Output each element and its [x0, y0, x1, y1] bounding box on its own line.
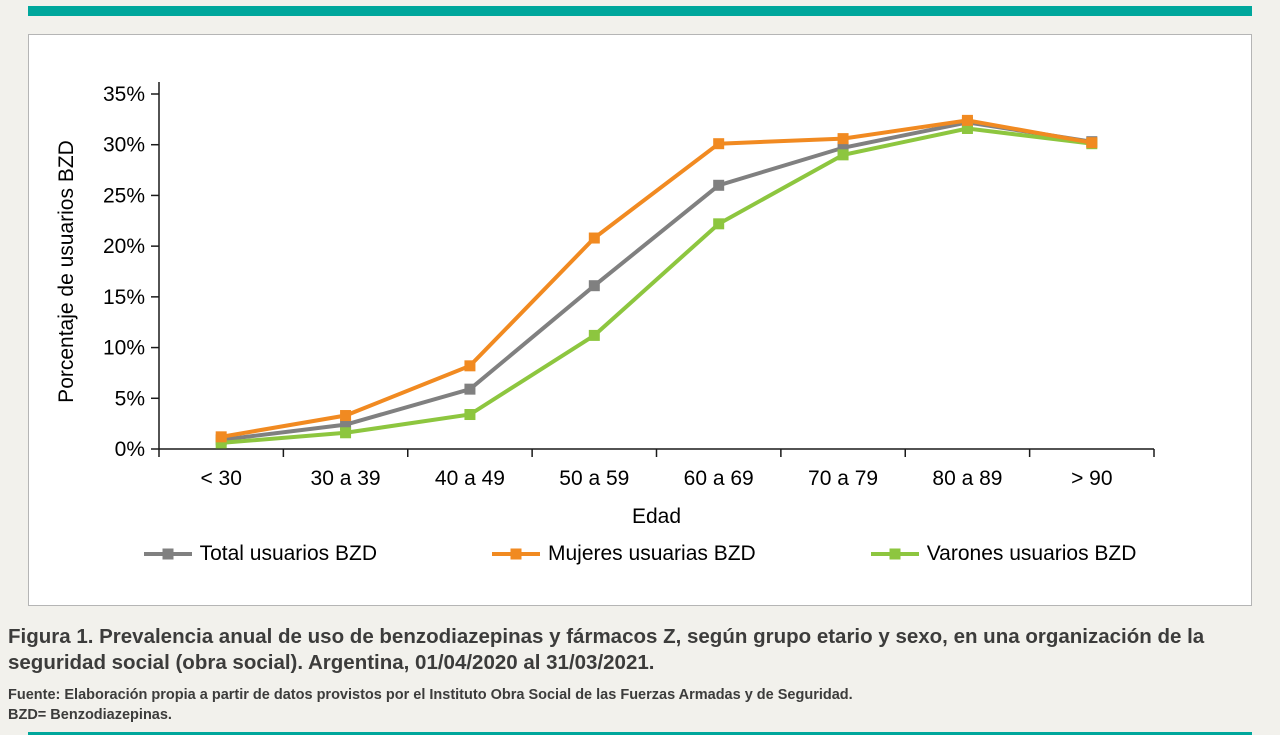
- chart-panel: 0% 5% 10% 15% 20% 25% 30% 35% < 30 30 a 39 40 a 49…: [28, 34, 1252, 606]
- svg-text:10%: 10%: [103, 337, 145, 360]
- legend-label-mujeres: Mujeres usuarias BZD: [547, 542, 756, 565]
- svg-text:Porcentaje de usuarios BZD: Porcentaje de usuarios BZD: [55, 140, 78, 403]
- svg-text:20%: 20%: [103, 235, 145, 258]
- svg-text:80 a 89: 80 a 89: [932, 467, 1002, 490]
- svg-text:30 a 39: 30 a 39: [311, 467, 381, 490]
- legend-marker-varones-icon: [870, 548, 919, 560]
- abbreviation-note: BZD= Benzodiazepinas.: [8, 707, 172, 724]
- svg-text:< 30: < 30: [200, 467, 241, 490]
- svg-text:25%: 25%: [103, 184, 145, 207]
- legend-label-varones: Varones usuarios BZD: [926, 542, 1137, 565]
- svg-text:> 90: > 90: [1071, 467, 1112, 490]
- svg-text:35%: 35%: [103, 83, 145, 106]
- legend-marker-total-icon: [143, 548, 192, 560]
- legend-item-total: Total usuarios BZD: [143, 542, 377, 566]
- figure-caption: Figura 1. Prevalencia anual de uso de be…: [8, 625, 1205, 675]
- figure-caption-block: Figura 1. Prevalencia anual de uso de be…: [8, 624, 1272, 726]
- top-accent-bar: [28, 6, 1252, 16]
- legend-item-mujeres: Mujeres usuarias BZD: [491, 542, 756, 566]
- svg-text:5%: 5%: [115, 387, 145, 410]
- svg-text:15%: 15%: [103, 286, 145, 309]
- svg-text:Edad: Edad: [632, 505, 681, 528]
- svg-text:40 a 49: 40 a 49: [435, 467, 505, 490]
- line-chart: 0% 5% 10% 15% 20% 25% 30% 35% < 30 30 a 39 40 a 49…: [55, 82, 1155, 528]
- chart-legend: Total usuarios BZD Mujeres usuarias BZD …: [49, 542, 1231, 566]
- svg-text:0%: 0%: [115, 438, 145, 461]
- svg-text:30%: 30%: [103, 134, 145, 157]
- legend-marker-mujeres-icon: [491, 548, 540, 560]
- svg-text:60 a 69: 60 a 69: [684, 467, 754, 490]
- source-note: Fuente: Elaboración propia a partir de d…: [8, 687, 853, 704]
- legend-item-varones: Varones usuarios BZD: [870, 542, 1137, 566]
- svg-text:50 a 59: 50 a 59: [559, 467, 629, 490]
- legend-label-total: Total usuarios BZD: [199, 542, 377, 565]
- svg-text:70 a 79: 70 a 79: [808, 467, 878, 490]
- bottom-accent-bar: [28, 732, 1252, 735]
